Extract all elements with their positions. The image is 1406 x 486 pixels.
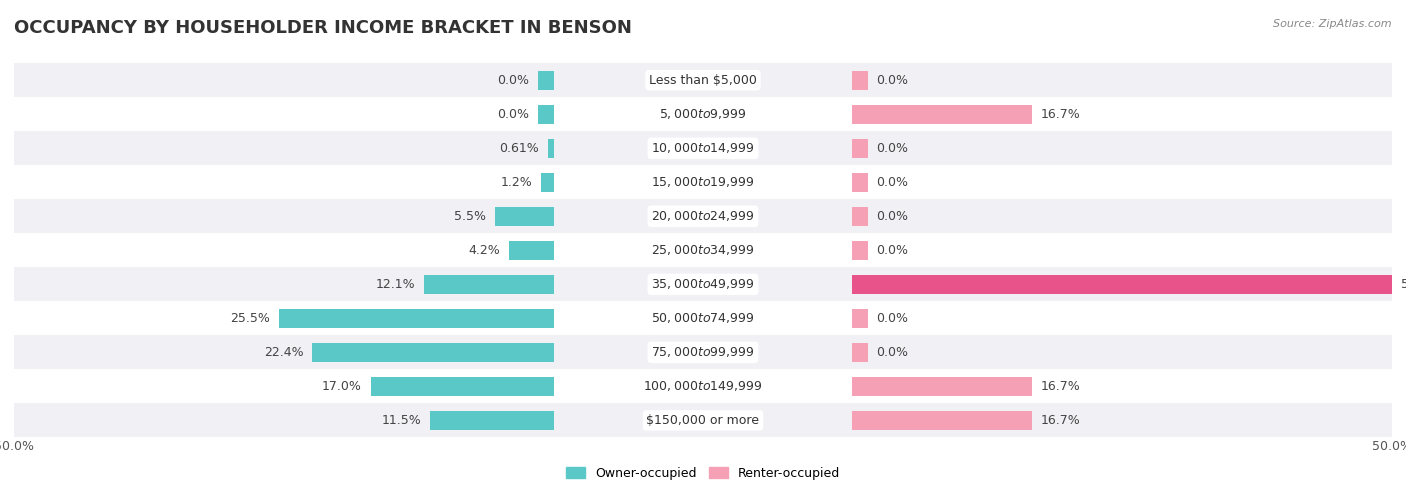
Bar bbox=[278, 309, 554, 328]
Text: $75,000 to $99,999: $75,000 to $99,999 bbox=[651, 346, 755, 359]
Bar bbox=[0, 403, 1406, 437]
Bar bbox=[0, 369, 1406, 403]
Text: 0.0%: 0.0% bbox=[876, 312, 908, 325]
Bar bbox=[0, 199, 1406, 233]
Text: 0.0%: 0.0% bbox=[498, 108, 530, 121]
Text: 0.0%: 0.0% bbox=[498, 74, 530, 87]
Bar bbox=[0, 165, 1406, 199]
Bar bbox=[0, 165, 1406, 199]
Text: $15,000 to $19,999: $15,000 to $19,999 bbox=[651, 175, 755, 189]
Text: $100,000 to $149,999: $100,000 to $149,999 bbox=[644, 380, 762, 393]
Bar bbox=[852, 411, 1032, 430]
Bar bbox=[852, 309, 868, 328]
Text: 0.0%: 0.0% bbox=[876, 346, 908, 359]
Bar bbox=[0, 267, 1406, 301]
Text: 5.5%: 5.5% bbox=[454, 210, 486, 223]
Bar bbox=[0, 403, 1406, 437]
Text: 1.2%: 1.2% bbox=[501, 176, 533, 189]
Bar bbox=[541, 173, 554, 191]
Text: OCCUPANCY BY HOUSEHOLDER INCOME BRACKET IN BENSON: OCCUPANCY BY HOUSEHOLDER INCOME BRACKET … bbox=[14, 19, 631, 37]
Text: Source: ZipAtlas.com: Source: ZipAtlas.com bbox=[1274, 19, 1392, 30]
Bar bbox=[509, 241, 554, 260]
Bar bbox=[0, 63, 1406, 97]
Bar bbox=[852, 377, 1032, 396]
Bar bbox=[0, 233, 1406, 267]
Text: $150,000 or more: $150,000 or more bbox=[647, 414, 759, 427]
Text: $5,000 to $9,999: $5,000 to $9,999 bbox=[659, 107, 747, 121]
Bar bbox=[0, 301, 1406, 335]
Bar bbox=[538, 71, 554, 89]
Text: $25,000 to $34,999: $25,000 to $34,999 bbox=[651, 243, 755, 257]
Text: $50,000 to $74,999: $50,000 to $74,999 bbox=[651, 312, 755, 325]
Bar bbox=[0, 267, 1406, 301]
Bar bbox=[0, 369, 1406, 403]
Text: $10,000 to $14,999: $10,000 to $14,999 bbox=[651, 141, 755, 155]
Bar bbox=[0, 199, 1406, 233]
Text: Less than $5,000: Less than $5,000 bbox=[650, 74, 756, 87]
Text: 0.0%: 0.0% bbox=[876, 142, 908, 155]
Bar bbox=[495, 207, 554, 226]
Bar bbox=[0, 335, 1406, 369]
Text: 16.7%: 16.7% bbox=[1040, 380, 1080, 393]
Bar bbox=[0, 97, 1406, 131]
Bar bbox=[0, 199, 1406, 233]
Bar bbox=[0, 369, 1406, 403]
Text: 0.61%: 0.61% bbox=[499, 142, 538, 155]
Text: $20,000 to $24,999: $20,000 to $24,999 bbox=[651, 209, 755, 223]
Text: 0.0%: 0.0% bbox=[876, 74, 908, 87]
Bar bbox=[852, 71, 868, 89]
Bar bbox=[852, 105, 1032, 123]
Bar bbox=[852, 241, 868, 260]
Text: 11.5%: 11.5% bbox=[382, 414, 422, 427]
Bar bbox=[0, 131, 1406, 165]
Bar bbox=[0, 63, 1406, 97]
Bar bbox=[423, 275, 554, 294]
Bar bbox=[0, 97, 1406, 131]
Bar bbox=[0, 301, 1406, 335]
Bar bbox=[371, 377, 554, 396]
Bar bbox=[0, 301, 1406, 335]
Bar bbox=[852, 173, 868, 191]
Bar bbox=[0, 131, 1406, 165]
Text: $35,000 to $49,999: $35,000 to $49,999 bbox=[651, 278, 755, 291]
Bar bbox=[852, 343, 868, 362]
Bar bbox=[548, 139, 554, 157]
Bar bbox=[0, 233, 1406, 267]
Text: 22.4%: 22.4% bbox=[264, 346, 304, 359]
Bar bbox=[852, 207, 868, 226]
Bar bbox=[538, 105, 554, 123]
Text: 16.7%: 16.7% bbox=[1040, 108, 1080, 121]
Bar bbox=[430, 411, 554, 430]
Text: 17.0%: 17.0% bbox=[322, 380, 361, 393]
Bar bbox=[0, 233, 1406, 267]
Text: 16.7%: 16.7% bbox=[1040, 414, 1080, 427]
Bar bbox=[852, 275, 1392, 294]
Bar bbox=[0, 403, 1406, 437]
Bar bbox=[0, 63, 1406, 97]
Text: 25.5%: 25.5% bbox=[231, 312, 270, 325]
Bar bbox=[852, 139, 868, 157]
Text: 0.0%: 0.0% bbox=[876, 244, 908, 257]
Bar bbox=[0, 335, 1406, 369]
Bar bbox=[0, 165, 1406, 199]
Bar bbox=[0, 267, 1406, 301]
Text: 4.2%: 4.2% bbox=[468, 244, 501, 257]
Bar bbox=[0, 335, 1406, 369]
Text: 0.0%: 0.0% bbox=[876, 210, 908, 223]
Text: 12.1%: 12.1% bbox=[375, 278, 415, 291]
Bar bbox=[312, 343, 554, 362]
Bar bbox=[0, 131, 1406, 165]
Text: 50.0%: 50.0% bbox=[1400, 278, 1406, 291]
Legend: Owner-occupied, Renter-occupied: Owner-occupied, Renter-occupied bbox=[567, 467, 839, 480]
Bar bbox=[0, 97, 1406, 131]
Text: 0.0%: 0.0% bbox=[876, 176, 908, 189]
